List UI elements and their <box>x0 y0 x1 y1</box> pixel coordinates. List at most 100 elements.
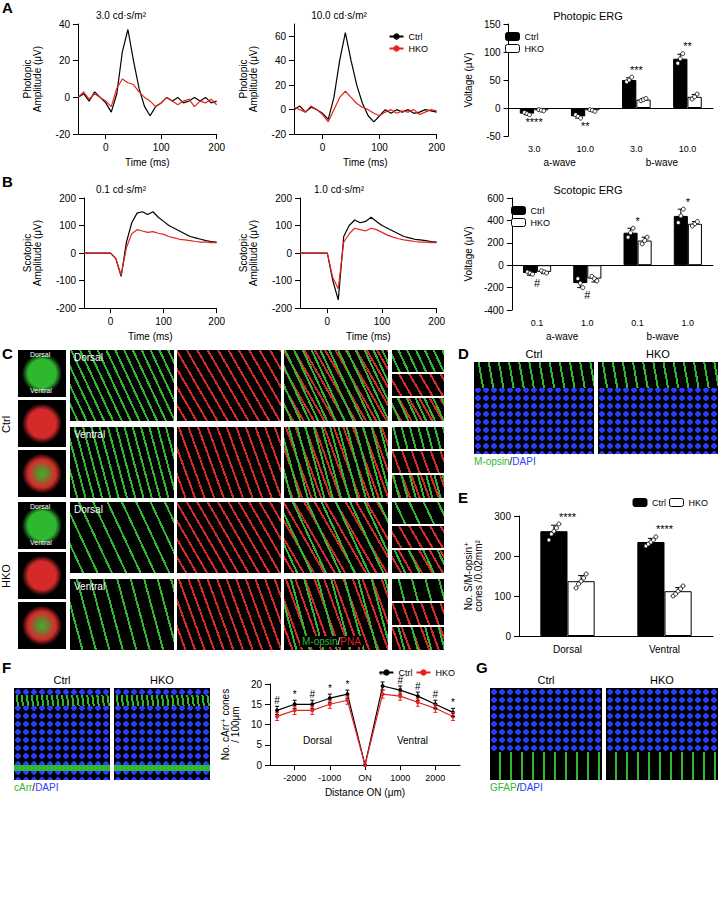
svg-text:100: 100 <box>484 47 501 58</box>
svg-text:300: 300 <box>494 511 511 522</box>
svg-text:20: 20 <box>59 55 71 66</box>
svg-text:100: 100 <box>494 591 511 602</box>
svg-text:10.0 cd·s/m²: 10.0 cd·s/m² <box>311 10 367 21</box>
svg-text:100: 100 <box>155 316 172 327</box>
svg-text:200: 200 <box>494 551 511 562</box>
svg-text:**: ** <box>683 40 692 52</box>
svg-text:Voltage (μV): Voltage (μV) <box>463 226 474 281</box>
svg-text:Photopic ERG: Photopic ERG <box>553 10 623 22</box>
svg-text:Distance ON (μm): Distance ON (μm) <box>325 787 405 798</box>
svg-text:600: 600 <box>487 193 504 204</box>
svg-text:100: 100 <box>153 142 170 153</box>
svg-text:Amplitude (μV): Amplitude (μV) <box>248 220 259 286</box>
svg-text:15: 15 <box>251 699 263 710</box>
svg-text:HKO: HKO <box>688 498 708 508</box>
svg-text:**: ** <box>379 670 387 681</box>
svg-text:0: 0 <box>108 316 114 327</box>
svg-text:3.0: 3.0 <box>630 144 643 154</box>
svg-text:Voltage (μV): Voltage (μV) <box>463 52 474 107</box>
svg-text:1.0: 1.0 <box>682 318 695 328</box>
svg-text:ON: ON <box>358 773 372 783</box>
svg-text:-400: -400 <box>484 305 504 316</box>
svg-text:-200: -200 <box>484 282 504 293</box>
svg-text:40: 40 <box>59 19 71 30</box>
svg-text:2000: 2000 <box>425 773 445 783</box>
svg-text:1.0: 1.0 <box>581 318 594 328</box>
svg-text:0: 0 <box>256 760 262 771</box>
svg-text:Ctrl: Ctrl <box>652 498 666 508</box>
svg-text:1.0 cd·s/m²: 1.0 cd·s/m² <box>314 184 365 195</box>
svg-text:#: # <box>584 289 591 301</box>
svg-text:#: # <box>415 681 421 692</box>
svg-text:200: 200 <box>487 237 504 248</box>
svg-text:*: * <box>686 196 691 208</box>
svg-text:0: 0 <box>498 260 504 271</box>
svg-text:b-wave: b-wave <box>646 157 679 168</box>
svg-text:100: 100 <box>371 142 388 153</box>
svg-text:-20: -20 <box>272 129 287 140</box>
svg-text:3.0 cd·s/m²: 3.0 cd·s/m² <box>96 10 147 21</box>
svg-text:HKO: HKO <box>525 44 545 54</box>
svg-text:cones /0.02mm²: cones /0.02mm² <box>473 539 484 611</box>
svg-text:b-wave: b-wave <box>647 331 680 342</box>
svg-text:-100: -100 <box>56 275 76 286</box>
svg-text:10.0: 10.0 <box>576 144 594 154</box>
svg-text:0: 0 <box>495 103 501 114</box>
svg-text:0: 0 <box>70 248 76 259</box>
svg-text:****: **** <box>526 116 544 128</box>
svg-text:****: **** <box>559 511 577 523</box>
svg-text:200: 200 <box>428 316 445 327</box>
svg-text:Ventral: Ventral <box>397 735 428 746</box>
svg-text:0: 0 <box>505 631 511 642</box>
svg-text:Amplitude (μV): Amplitude (μV) <box>248 46 259 112</box>
svg-text:0: 0 <box>320 142 326 153</box>
svg-text:*: * <box>451 697 455 708</box>
svg-text:Time (ms): Time (ms) <box>346 331 391 342</box>
svg-text:HKO: HKO <box>531 218 551 228</box>
svg-text:-50: -50 <box>486 131 501 142</box>
svg-text:-2000: -2000 <box>283 773 306 783</box>
svg-text:Ctrl: Ctrl <box>408 32 422 42</box>
svg-text:*: * <box>635 215 640 227</box>
svg-text:-200: -200 <box>56 303 76 314</box>
svg-text:50: 50 <box>489 75 501 86</box>
svg-text:#: # <box>534 277 541 289</box>
svg-text:200: 200 <box>428 142 445 153</box>
svg-text:0: 0 <box>325 316 331 327</box>
svg-text:#: # <box>274 695 280 706</box>
svg-text:#: # <box>397 675 403 686</box>
svg-text:Ventral: Ventral <box>649 644 680 655</box>
svg-text:*: * <box>293 689 297 700</box>
svg-text:40: 40 <box>275 55 287 66</box>
svg-text:a-wave: a-wave <box>544 157 577 168</box>
svg-text:Dorsal: Dorsal <box>553 644 582 655</box>
svg-text:400: 400 <box>487 215 504 226</box>
svg-text:0: 0 <box>286 248 292 259</box>
svg-text:Amplitude (μV): Amplitude (μV) <box>32 220 43 286</box>
svg-text:Time (ms): Time (ms) <box>343 157 388 168</box>
svg-text:0: 0 <box>103 142 109 153</box>
svg-text:3.0: 3.0 <box>528 144 541 154</box>
svg-text:**: ** <box>581 120 590 132</box>
svg-text:0: 0 <box>64 92 70 103</box>
svg-text:150: 150 <box>484 19 501 30</box>
svg-text:200: 200 <box>208 316 225 327</box>
svg-text:0.1 cd·s/m²: 0.1 cd·s/m² <box>96 184 147 195</box>
svg-text:Time (ms): Time (ms) <box>125 157 170 168</box>
svg-text:10.0: 10.0 <box>679 144 697 154</box>
svg-text:100: 100 <box>59 220 76 231</box>
svg-text:#: # <box>309 689 315 700</box>
svg-text:a-wave: a-wave <box>546 331 579 342</box>
svg-text:200: 200 <box>208 142 225 153</box>
svg-text:HKO: HKO <box>435 668 455 678</box>
svg-text:100: 100 <box>275 220 292 231</box>
svg-text:10: 10 <box>251 719 263 730</box>
svg-text:100: 100 <box>374 316 391 327</box>
svg-text:/ 100μm: / 100μm <box>230 706 241 742</box>
svg-text:-1000: -1000 <box>318 773 341 783</box>
svg-text:*: * <box>328 683 332 694</box>
svg-text:Ctrl: Ctrl <box>531 206 545 216</box>
svg-text:-200: -200 <box>272 303 292 314</box>
svg-text:0.1: 0.1 <box>531 318 544 328</box>
svg-text:-20: -20 <box>56 129 71 140</box>
